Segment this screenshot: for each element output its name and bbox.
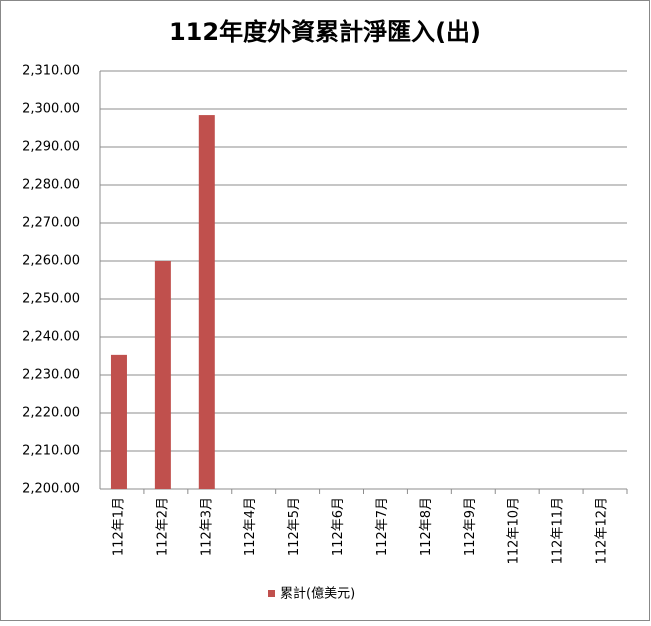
x-tick-label: 112年12月 xyxy=(595,497,610,564)
y-tick-label: 2,300.00 xyxy=(22,102,80,117)
y-tick-label: 2,240.00 xyxy=(22,330,80,345)
y-tick-label: 2,230.00 xyxy=(22,368,80,383)
y-tick-label: 2,210.00 xyxy=(22,444,80,459)
x-tick-label: 112年8月 xyxy=(419,497,434,556)
y-tick-label: 2,250.00 xyxy=(22,292,80,307)
legend-label: 累計(億美元) xyxy=(280,586,355,602)
x-tick-label: 112年7月 xyxy=(375,497,390,556)
chart-title: 112年度外資累計淨匯入(出) xyxy=(169,18,481,46)
x-tick-label: 112年3月 xyxy=(199,497,214,556)
y-tick-label: 2,270.00 xyxy=(22,216,80,231)
bar xyxy=(154,261,171,489)
bar xyxy=(198,115,215,489)
y-tick-label: 2,220.00 xyxy=(22,406,80,421)
x-tick-label: 112年4月 xyxy=(243,497,258,556)
y-tick-label: 2,290.00 xyxy=(22,140,80,155)
x-tick-label: 112年11月 xyxy=(551,497,566,564)
x-tick-label: 112年10月 xyxy=(507,497,522,564)
x-tick-label: 112年5月 xyxy=(287,497,302,556)
y-tick-label: 2,200.00 xyxy=(22,482,80,497)
x-tick-label: 112年1月 xyxy=(111,497,126,556)
x-tick-label: 112年6月 xyxy=(331,497,346,556)
x-tick-label: 112年9月 xyxy=(463,497,478,556)
y-tick-label: 2,260.00 xyxy=(22,254,80,269)
y-tick-label: 2,280.00 xyxy=(22,178,80,193)
bar xyxy=(110,354,127,489)
x-tick-label: 112年2月 xyxy=(155,497,170,556)
y-tick-label: 2,310.00 xyxy=(22,64,80,79)
legend-swatch xyxy=(268,590,275,597)
